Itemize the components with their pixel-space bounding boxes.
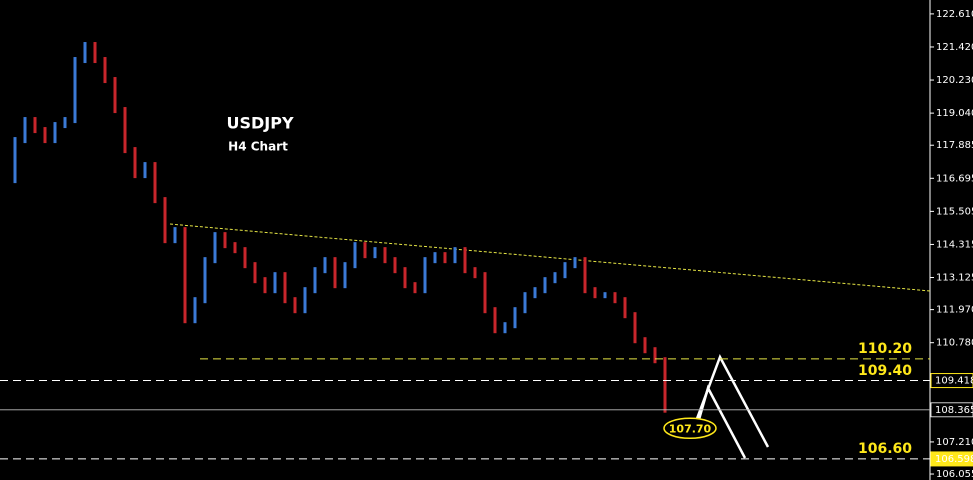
price-bar bbox=[533, 287, 537, 299]
price-bar bbox=[113, 77, 117, 114]
price-bar bbox=[133, 147, 137, 179]
price-bar bbox=[613, 292, 617, 304]
y-tick-label: 119.040 bbox=[936, 108, 973, 119]
trendline bbox=[169, 223, 931, 292]
y-tick-label: 106.055 bbox=[936, 469, 973, 480]
price-bar bbox=[503, 322, 507, 334]
price-bar bbox=[13, 137, 17, 184]
price-bar bbox=[83, 42, 87, 64]
y-tick-label: 117.885 bbox=[936, 140, 973, 151]
y-tick-label: 122.610 bbox=[936, 9, 973, 20]
y-tick-label: 115.505 bbox=[936, 206, 973, 217]
price-bar bbox=[383, 247, 387, 264]
price-box bbox=[930, 402, 973, 418]
price-box-label: 109.418 bbox=[935, 376, 973, 387]
price-bar bbox=[473, 267, 477, 279]
price-bar bbox=[153, 162, 157, 204]
price-bar bbox=[333, 257, 337, 289]
price-bar bbox=[343, 262, 347, 289]
price-bar bbox=[353, 242, 357, 269]
price-bar bbox=[433, 252, 437, 264]
price-bar bbox=[453, 247, 457, 264]
price-bar bbox=[413, 282, 417, 294]
price-bar bbox=[463, 247, 467, 274]
projection bbox=[694, 384, 747, 459]
price-bar bbox=[513, 307, 517, 329]
price-bar bbox=[93, 42, 97, 64]
y-tick-label: 113.125 bbox=[936, 273, 973, 284]
level-label: 109.40 bbox=[858, 363, 912, 379]
price-bar bbox=[143, 162, 147, 179]
price-bar bbox=[123, 107, 127, 154]
annotation-oval bbox=[663, 417, 717, 440]
price-bar bbox=[53, 122, 57, 144]
price-box bbox=[930, 373, 973, 389]
price-bar bbox=[583, 257, 587, 294]
price-bar bbox=[73, 57, 77, 124]
price-bar bbox=[103, 57, 107, 84]
price-bar bbox=[23, 117, 27, 144]
price-bar bbox=[593, 287, 597, 299]
price-bar bbox=[543, 277, 547, 294]
price-bar bbox=[373, 247, 377, 259]
price-bar bbox=[233, 242, 237, 254]
price-bar bbox=[423, 257, 427, 294]
price-bar bbox=[173, 227, 177, 244]
price-bar bbox=[603, 292, 607, 299]
current-price-label: 108.365 bbox=[935, 405, 973, 416]
y-tick-label: 110.780 bbox=[936, 338, 973, 349]
price-bar bbox=[483, 272, 487, 314]
price-bar bbox=[523, 292, 527, 314]
price-bar bbox=[563, 262, 567, 279]
price-bar bbox=[623, 297, 627, 319]
chart-subtitle: H4 Chart bbox=[228, 140, 288, 154]
price-bar bbox=[493, 307, 497, 334]
y-tick-label: 111.970 bbox=[936, 305, 973, 316]
price-bar bbox=[183, 227, 187, 324]
price-bar bbox=[323, 257, 327, 274]
price-bar bbox=[223, 232, 227, 249]
price-bar bbox=[253, 262, 257, 284]
price-bar bbox=[633, 312, 637, 344]
price-box bbox=[930, 451, 973, 467]
annotation-label: 107.70 bbox=[669, 422, 712, 435]
y-tick-label: 120.230 bbox=[936, 75, 973, 86]
price-bar bbox=[283, 272, 287, 304]
price-bar bbox=[653, 347, 657, 364]
y-tick-label: 107.210 bbox=[936, 437, 973, 448]
price-bar bbox=[403, 267, 407, 289]
level-label: 110.20 bbox=[858, 341, 912, 357]
price-bar bbox=[553, 272, 557, 284]
price-bar bbox=[273, 272, 277, 294]
price-bar bbox=[393, 257, 397, 274]
y-tick-label: 121.420 bbox=[936, 42, 973, 53]
price-bar bbox=[293, 297, 297, 314]
price-bar bbox=[213, 232, 217, 264]
y-tick-label: 116.695 bbox=[936, 173, 973, 184]
price-bar bbox=[313, 267, 317, 294]
price-bar bbox=[63, 117, 67, 129]
price-bar bbox=[33, 117, 37, 134]
price-bar bbox=[163, 197, 167, 244]
price-bar bbox=[263, 277, 267, 294]
price-bar bbox=[43, 127, 47, 144]
price-bar bbox=[193, 297, 197, 324]
price-bar bbox=[643, 337, 647, 354]
level-label: 106.60 bbox=[858, 441, 912, 457]
price-bar bbox=[303, 287, 307, 314]
y-tick-label: 114.315 bbox=[936, 239, 973, 250]
price-bar bbox=[243, 247, 247, 269]
price-box-label: 106.598 bbox=[935, 454, 973, 465]
price-bar bbox=[663, 357, 667, 413]
price-bar bbox=[573, 257, 577, 269]
price-bar bbox=[443, 252, 447, 264]
price-bar bbox=[203, 257, 207, 304]
price-bar bbox=[363, 242, 367, 259]
chart-title: USDJPY bbox=[226, 114, 293, 133]
